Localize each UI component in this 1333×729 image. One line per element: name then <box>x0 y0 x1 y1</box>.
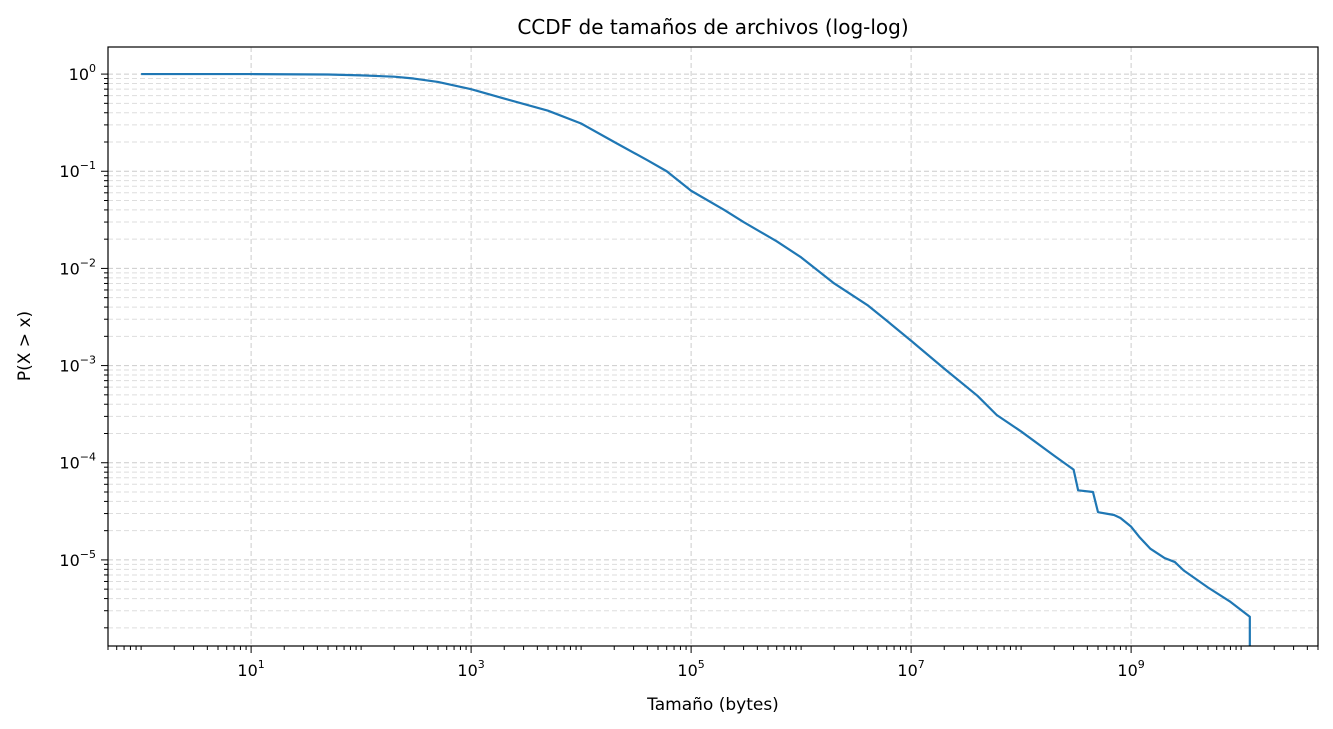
plot-frame <box>107 46 1319 647</box>
y-tick-label: 10−5 <box>59 548 96 570</box>
y-tick-label: 10−1 <box>59 159 96 181</box>
x-tick-label: 107 <box>897 658 924 680</box>
grid-layer <box>108 47 1318 646</box>
y-tick-label: 10−3 <box>59 354 96 376</box>
x-tick-label: 101 <box>237 658 264 680</box>
chart-title: CCDF de tamaños de archivos (log-log) <box>517 15 908 39</box>
y-tick-label: 10−2 <box>59 256 96 278</box>
ccdf-series-line <box>141 72 1251 646</box>
y-tick-label: 10−4 <box>59 451 96 473</box>
x-tick-label: 109 <box>1117 658 1144 680</box>
x-tick-label: 103 <box>457 658 484 680</box>
y-axis-label: P(X > x) <box>15 311 35 381</box>
x-axis-label: Tamaño (bytes) <box>646 695 779 715</box>
series-layer <box>141 72 1251 646</box>
x-tick-label: 105 <box>677 658 704 680</box>
y-tick-label: 100 <box>69 62 96 84</box>
ticks-layer: 101 103 105 107 109 100 10−1 10−2 10−3 10−4 10−5 <box>59 62 1319 680</box>
